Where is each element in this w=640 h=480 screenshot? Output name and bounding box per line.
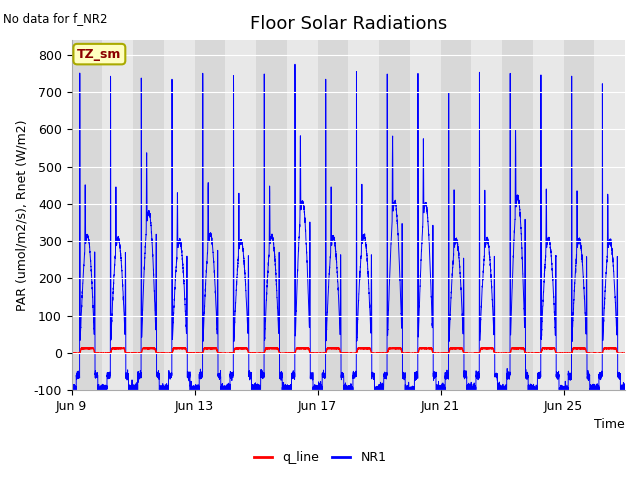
Y-axis label: PAR (umol/m2/s), Rnet (W/m2): PAR (umol/m2/s), Rnet (W/m2) xyxy=(15,120,28,311)
Bar xyxy=(440,40,471,390)
Bar xyxy=(410,40,440,390)
NR1 xyxy=(621,382,629,388)
Bar xyxy=(133,40,164,390)
Text: TZ_sm: TZ_sm xyxy=(77,48,122,60)
q_line xyxy=(621,350,629,356)
Bar xyxy=(379,40,410,390)
Bar xyxy=(195,40,225,390)
q_line xyxy=(612,346,620,351)
X-axis label: Time: Time xyxy=(595,419,625,432)
Bar xyxy=(256,40,287,390)
Legend: q_line, NR1: q_line, NR1 xyxy=(248,446,392,469)
q_line xyxy=(415,349,422,355)
Bar xyxy=(532,40,563,390)
Bar xyxy=(164,40,195,390)
Bar xyxy=(317,40,348,390)
q_line xyxy=(406,350,414,356)
NR1 xyxy=(504,375,512,381)
NR1 xyxy=(310,398,317,404)
q_line xyxy=(439,350,447,356)
NR1 xyxy=(216,376,223,382)
NR1 xyxy=(99,387,107,393)
Title: Floor Solar Radiations: Floor Solar Radiations xyxy=(250,15,447,33)
Bar xyxy=(72,40,102,390)
Bar xyxy=(102,40,133,390)
NR1 xyxy=(612,312,620,318)
Bar xyxy=(287,40,317,390)
Bar xyxy=(595,40,625,390)
NR1 xyxy=(291,61,299,67)
Bar xyxy=(563,40,595,390)
Text: No data for f_NR2: No data for f_NR2 xyxy=(3,12,108,25)
Bar xyxy=(225,40,256,390)
q_line xyxy=(68,350,76,356)
NR1 xyxy=(415,334,422,340)
q_line xyxy=(294,345,302,351)
NR1 xyxy=(406,386,414,392)
Bar xyxy=(471,40,502,390)
q_line xyxy=(504,350,512,356)
Bar xyxy=(348,40,379,390)
q_line xyxy=(99,350,107,356)
Line: q_line: q_line xyxy=(72,348,625,353)
q_line xyxy=(216,350,223,356)
Bar xyxy=(502,40,532,390)
Line: NR1: NR1 xyxy=(72,64,625,401)
NR1 xyxy=(68,386,76,392)
